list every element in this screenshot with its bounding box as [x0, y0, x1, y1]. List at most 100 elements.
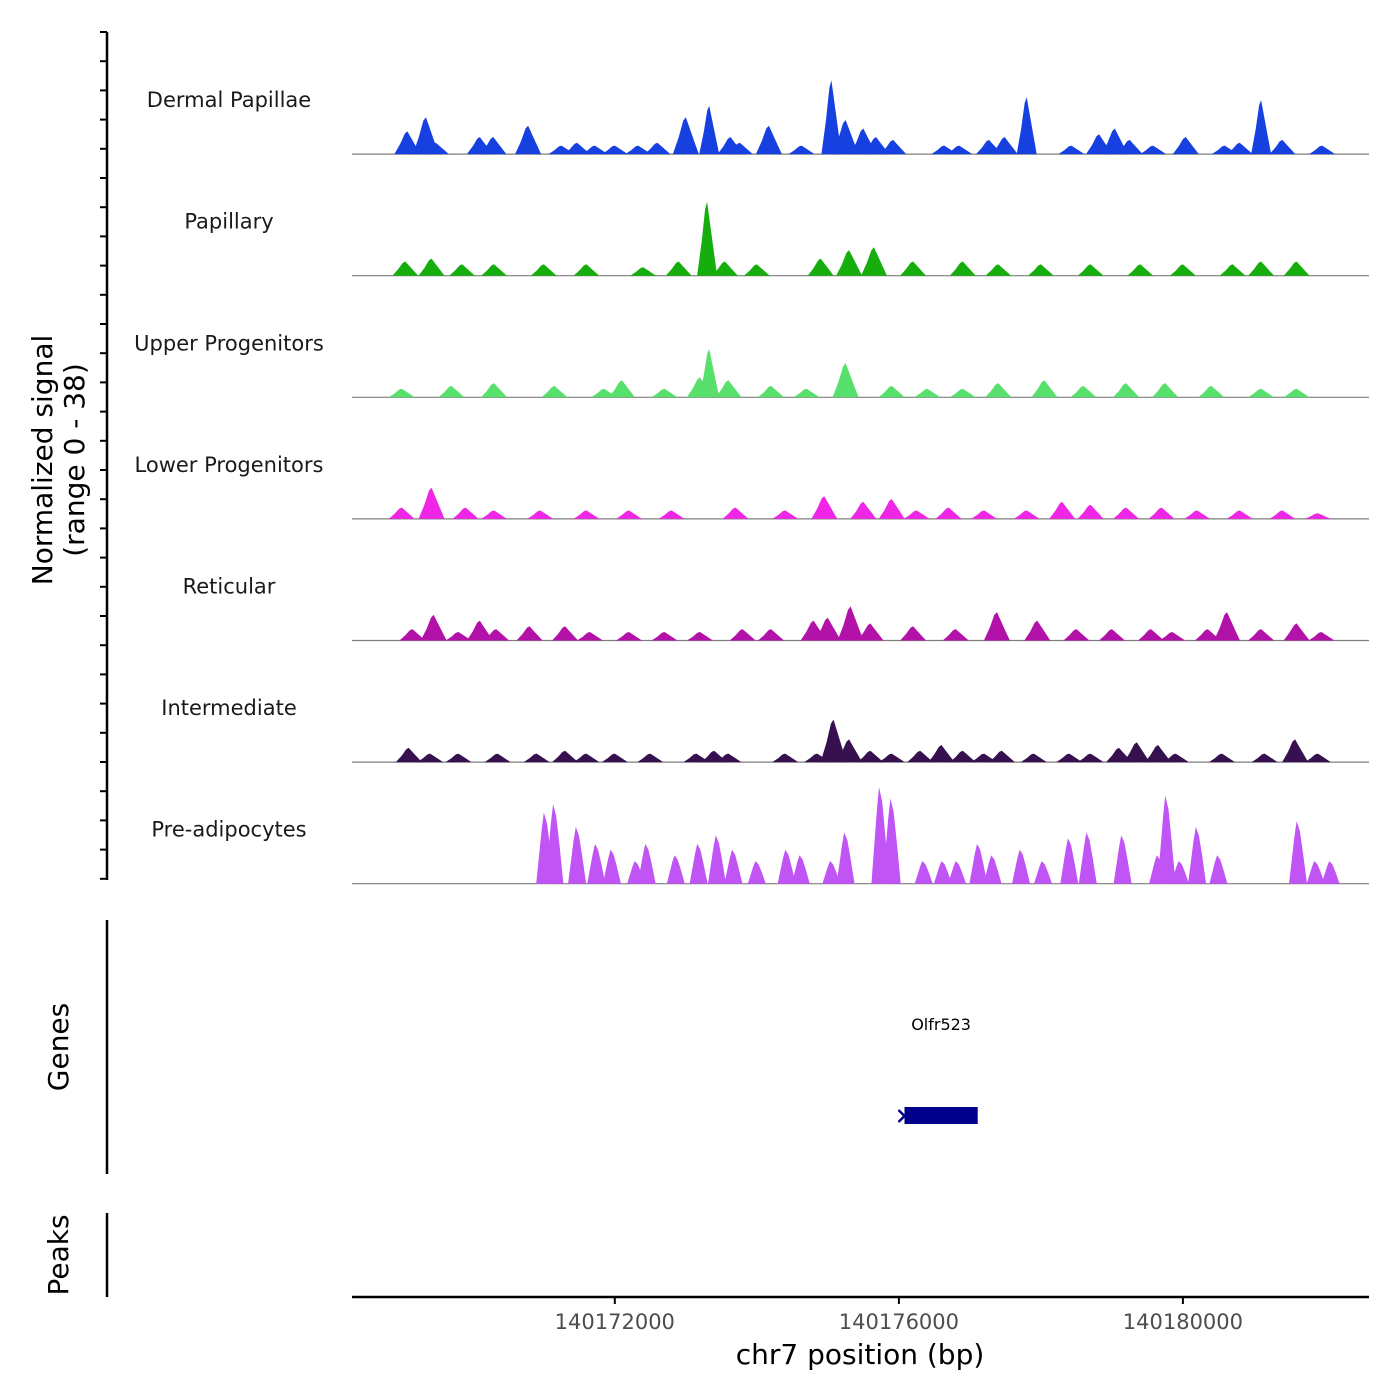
- signal-peak: [483, 629, 510, 641]
- track-reticular: [352, 606, 1369, 642]
- track-pre-adipocytes: [352, 787, 1369, 885]
- signal-peak: [988, 750, 1015, 763]
- signal-peak: [665, 261, 692, 276]
- signal-peak: [466, 620, 493, 641]
- signal-peak: [857, 623, 884, 641]
- signal-peak: [1127, 264, 1154, 276]
- signal-peak: [983, 612, 1010, 641]
- signal-peak: [793, 388, 820, 398]
- signal-peak: [1077, 753, 1104, 763]
- signal-peak: [1248, 629, 1275, 641]
- signal-peak: [516, 626, 543, 641]
- signal-peak: [445, 753, 472, 763]
- signal-peak: [1012, 849, 1030, 884]
- signal-peak: [946, 145, 973, 155]
- signal-peak: [602, 849, 621, 884]
- signal-peak: [928, 745, 955, 763]
- signal-peak: [1056, 753, 1083, 763]
- signal-peak: [1113, 507, 1140, 519]
- x-tick-label: 140176000: [839, 1310, 959, 1334]
- signal-peak: [564, 142, 591, 155]
- signal-peak: [907, 750, 934, 763]
- signal-peak: [1159, 632, 1186, 641]
- signal-peak: [857, 750, 884, 763]
- track-label-lower-progenitors: Lower Progenitors: [135, 453, 324, 477]
- signal-peak: [418, 487, 445, 519]
- signal-peak: [683, 753, 710, 763]
- gene-label: Olfr523: [911, 1015, 971, 1034]
- signal-peak: [758, 629, 784, 641]
- signal-peak: [452, 507, 479, 519]
- signal-peak: [969, 843, 988, 884]
- signal-peak: [1251, 753, 1278, 763]
- signal-peak: [1226, 510, 1253, 519]
- signal-peak: [1309, 145, 1336, 155]
- signal-peak: [1070, 385, 1097, 398]
- signal-peak: [900, 626, 927, 641]
- signal-peak: [1031, 380, 1058, 398]
- signal-peak: [697, 201, 718, 276]
- signal-peak: [1283, 623, 1310, 641]
- signal-peak: [1194, 629, 1221, 641]
- track-upper-progenitors: [352, 349, 1369, 398]
- track-label-dermal-papillae: Dermal Papillae: [147, 88, 311, 112]
- signal-peak: [729, 629, 756, 641]
- signal-peak: [666, 855, 685, 884]
- signal-peak: [422, 142, 449, 155]
- signal-peak: [1269, 510, 1296, 519]
- signal-peak: [747, 861, 766, 884]
- signal-peak: [1077, 264, 1104, 276]
- track-label-upper-progenitors: Upper Progenitors: [134, 331, 324, 355]
- signal-peak: [394, 131, 421, 155]
- signal-peak: [983, 855, 1002, 884]
- signal-peak: [651, 388, 678, 398]
- signal-peak: [1172, 137, 1199, 155]
- signal-peak: [1140, 145, 1167, 155]
- signal-peak: [821, 80, 842, 155]
- signal-peak: [900, 261, 927, 276]
- signal-peak: [836, 250, 863, 276]
- signal-peak: [1027, 264, 1054, 276]
- signal-peak: [832, 120, 859, 155]
- signal-peak: [1289, 821, 1307, 884]
- signal-peak: [715, 380, 742, 398]
- signal-peak: [724, 849, 743, 884]
- signal-peak: [1282, 739, 1309, 763]
- track-lower-progenitors: [352, 487, 1369, 520]
- signal-peak: [1308, 632, 1335, 641]
- signal-peak: [1078, 832, 1097, 884]
- signal-peak: [1304, 753, 1331, 763]
- signal-peak: [711, 261, 738, 276]
- signal-peak: [484, 753, 511, 763]
- signal-peak: [672, 117, 699, 155]
- signal-peak: [515, 125, 542, 155]
- signal-peak: [687, 632, 713, 641]
- signal-peak: [850, 501, 877, 519]
- signal-peak: [836, 739, 863, 763]
- signal-peak: [527, 510, 554, 519]
- signal-peak: [699, 349, 720, 398]
- signal-peak: [822, 861, 841, 884]
- signal-peak: [985, 383, 1012, 398]
- track-papillary: [352, 201, 1369, 277]
- signal-peak: [942, 629, 969, 641]
- signal-peak: [811, 496, 838, 519]
- signal-peak: [523, 753, 550, 763]
- x-tick-label: 140172000: [555, 1310, 675, 1334]
- signal-peak: [1058, 145, 1085, 155]
- signal-peak: [861, 247, 887, 276]
- signal-peak: [601, 753, 628, 763]
- signal-peak: [935, 507, 962, 519]
- signal-peak: [481, 510, 507, 519]
- signal-peak: [1077, 504, 1104, 519]
- signal-peak: [417, 753, 444, 763]
- signal-peak: [837, 606, 864, 641]
- signal-peak: [481, 383, 507, 398]
- signal-peak: [388, 388, 415, 398]
- signal-peak: [880, 139, 907, 155]
- signal-peak: [863, 137, 890, 155]
- signal-peak: [1251, 100, 1272, 155]
- signal-peak: [552, 626, 579, 641]
- strand-arrow-icon: [897, 1109, 906, 1123]
- signal-peak: [601, 145, 628, 155]
